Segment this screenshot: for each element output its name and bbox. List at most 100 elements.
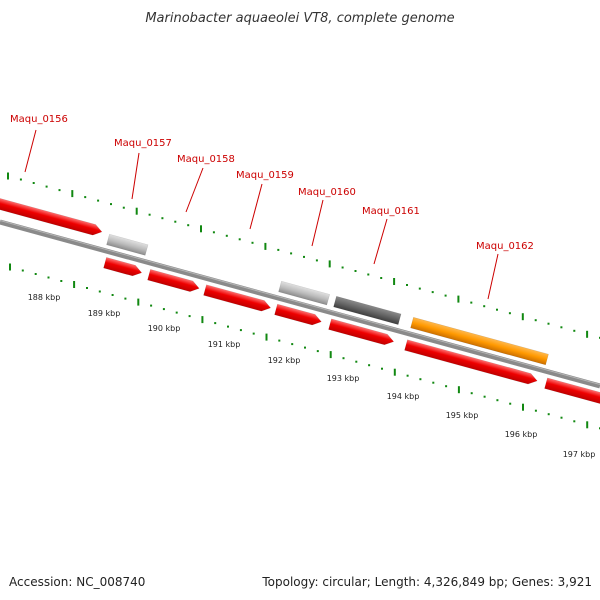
outer-minor-tick: [19, 178, 22, 181]
inner-minor-tick: [316, 350, 319, 353]
outer-minor-tick: [560, 326, 563, 329]
genome-backbone: [0, 219, 600, 389]
gene-maqu-0164: [544, 377, 600, 408]
inner-minor-tick: [98, 290, 101, 293]
inner-major-tick: [393, 368, 396, 376]
inner-minor-tick: [124, 297, 127, 300]
gene-maqu-0161: [333, 295, 402, 325]
outer-minor-tick: [573, 329, 576, 332]
inner-major-tick: [329, 351, 332, 359]
inner-minor-tick: [188, 315, 191, 318]
inner-minor-tick: [304, 346, 306, 349]
outer-major-tick: [393, 278, 396, 285]
kbp-label-196: 196 kbp: [505, 430, 538, 439]
kbp-label-189: 189 kbp: [88, 309, 121, 318]
inner-minor-tick: [432, 381, 435, 384]
outer-minor-tick: [341, 266, 344, 269]
outer-minor-tick: [431, 291, 434, 294]
inner-minor-tick: [239, 329, 242, 332]
accession-text: Accession: NC_008740: [9, 575, 145, 589]
outer-minor-tick: [174, 220, 177, 223]
outer-minor-tick: [97, 199, 100, 202]
inner-minor-tick: [162, 308, 165, 311]
outer-tick-row: [7, 172, 600, 339]
gene-label-maqu-0161: Maqu_0161: [362, 206, 420, 217]
leader-line-maqu-0162: [487, 253, 499, 300]
outer-minor-tick: [148, 213, 151, 216]
map-title: Marinobacter aquaeolei VT8, complete gen…: [145, 11, 454, 26]
inner-minor-tick: [547, 413, 550, 416]
gene-maqu-0159: [203, 284, 272, 312]
gene-label-maqu-0156: Maqu_0156: [10, 114, 68, 125]
inner-minor-tick: [381, 367, 383, 370]
inner-minor-tick: [419, 378, 422, 381]
inner-minor-tick: [252, 332, 255, 335]
inner-major-tick: [201, 316, 204, 324]
inner-minor-tick: [573, 420, 576, 423]
gene-maqu-0157: [106, 233, 149, 256]
outer-major-tick: [586, 330, 589, 338]
outer-minor-tick: [367, 273, 370, 276]
outer-major-tick: [200, 225, 202, 233]
outer-minor-tick: [122, 206, 125, 209]
inner-minor-tick: [342, 357, 345, 360]
kbp-label-194: 194 kbp: [387, 392, 420, 401]
outer-minor-tick: [212, 231, 215, 234]
gene-maqu-0162: [410, 316, 549, 366]
outer-minor-tick: [483, 305, 486, 308]
inner-major-tick: [265, 333, 268, 341]
outer-major-tick: [135, 207, 138, 215]
outer-major-tick: [457, 295, 460, 303]
gene-maqu-0160: [278, 280, 330, 306]
kbp-label-192: 192 kbp: [268, 356, 301, 365]
outer-minor-tick: [470, 301, 473, 304]
outer-major-tick: [328, 260, 331, 268]
inner-minor-tick: [278, 339, 281, 342]
outer-minor-tick: [161, 217, 164, 220]
inner-minor-tick: [560, 416, 563, 419]
inner-minor-tick: [483, 395, 486, 398]
kbp-label-195: 195 kbp: [446, 411, 479, 420]
genome-backbone-highlight: [0, 220, 600, 385]
outer-minor-tick: [187, 224, 190, 227]
leader-line-maqu-0157: [131, 152, 140, 200]
outer-minor-tick: [277, 248, 280, 251]
gene-maqu-0163: [404, 339, 538, 385]
inner-tick-row: [9, 263, 600, 430]
inner-minor-tick: [291, 343, 294, 346]
gene-features: [0, 195, 600, 408]
outer-minor-tick: [58, 189, 61, 192]
outer-minor-tick: [496, 308, 498, 311]
inner-minor-tick: [368, 364, 371, 367]
gene-maqu-0160b: [274, 303, 322, 326]
gene-maqu-0158: [147, 269, 200, 292]
inner-minor-tick: [496, 399, 499, 402]
outer-minor-tick: [225, 234, 228, 237]
outer-minor-tick: [45, 185, 48, 188]
inner-minor-tick: [509, 402, 512, 405]
outer-minor-tick: [418, 287, 421, 290]
inner-major-tick: [522, 403, 524, 411]
inner-minor-tick: [111, 294, 114, 296]
inner-major-tick: [137, 298, 140, 306]
outer-minor-tick: [290, 252, 293, 255]
outer-minor-tick: [238, 238, 241, 241]
gene-maqu-0157b: [103, 257, 143, 277]
outer-major-tick: [264, 242, 267, 250]
gene-maqu-0155: [0, 195, 103, 236]
outer-minor-tick: [406, 284, 408, 286]
inner-minor-tick: [86, 287, 88, 289]
inner-minor-tick: [355, 360, 358, 363]
inner-minor-tick: [214, 322, 217, 325]
leader-line-maqu-0161: [373, 218, 388, 265]
gene-maqu-0161b: [328, 318, 395, 346]
gene-label-maqu-0159: Maqu_0159: [236, 170, 294, 181]
gene-label-group: Maqu_0156 Maqu_0157 Maqu_0158 Maqu_0159 …: [10, 114, 534, 300]
kbp-label-193: 193 kbp: [327, 374, 360, 383]
inner-minor-tick: [445, 385, 448, 388]
leader-line-maqu-0159: [249, 183, 263, 230]
kbp-label-188: 188 kbp: [28, 293, 61, 302]
gene-label-maqu-0158: Maqu_0158: [177, 154, 235, 165]
inner-minor-tick: [60, 280, 63, 282]
